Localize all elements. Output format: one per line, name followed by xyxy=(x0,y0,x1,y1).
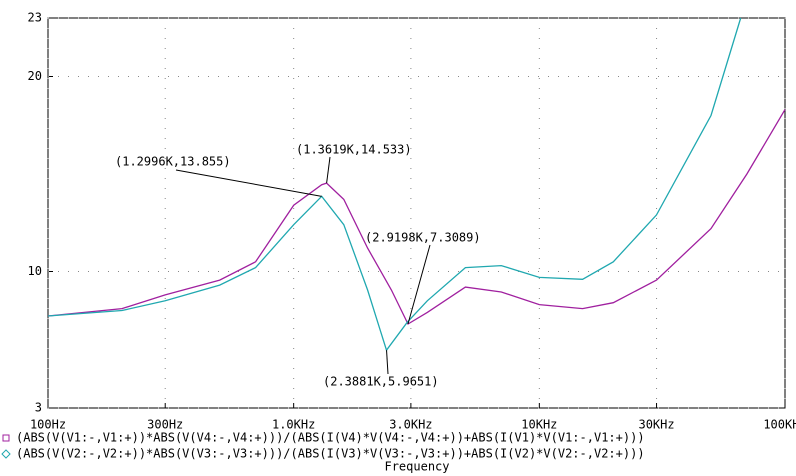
x-axis-label: Frequency xyxy=(384,460,449,474)
y-tick-label: 23 xyxy=(28,11,42,25)
x-tick-label: 100Hz xyxy=(30,418,66,432)
legend-label: (ABS(V(V2:-,V2:+))*ABS(V(V3:-,V3:+)))/(A… xyxy=(16,447,645,461)
y-tick-label: 10 xyxy=(28,264,42,278)
legend-marker xyxy=(2,434,10,442)
x-tick-label: 3.0KHz xyxy=(389,418,432,432)
y-tick-label: 3 xyxy=(35,401,42,415)
x-tick-label: 30KHz xyxy=(638,418,674,432)
annotation-leader xyxy=(407,244,431,325)
x-tick-label: 300Hz xyxy=(147,418,183,432)
series-line xyxy=(47,109,786,325)
annotation-leader xyxy=(386,350,389,375)
annotation-label: (2.9198K,7.3089) xyxy=(365,231,481,245)
annotation-label: (1.3619K,14.533) xyxy=(296,143,412,157)
annotation-leader xyxy=(326,156,331,184)
y-tick-label: 20 xyxy=(28,69,42,83)
x-tick-label: 1.0KHz xyxy=(272,418,315,432)
legend-label: (ABS(V(V1:-,V1:+))*ABS(V(V4:-,V4:+)))/(A… xyxy=(16,431,645,445)
legend-marker xyxy=(1,449,11,459)
plot-frame xyxy=(47,17,786,409)
annotation-label: (2.3881K,5.9651) xyxy=(323,375,439,389)
x-tick-label: 10KHz xyxy=(521,418,557,432)
x-tick-label: 100KHz xyxy=(763,418,796,432)
series-line xyxy=(47,17,742,352)
annotation-leader xyxy=(175,169,322,197)
annotation-label: (1.2996K,13.855) xyxy=(115,155,231,169)
